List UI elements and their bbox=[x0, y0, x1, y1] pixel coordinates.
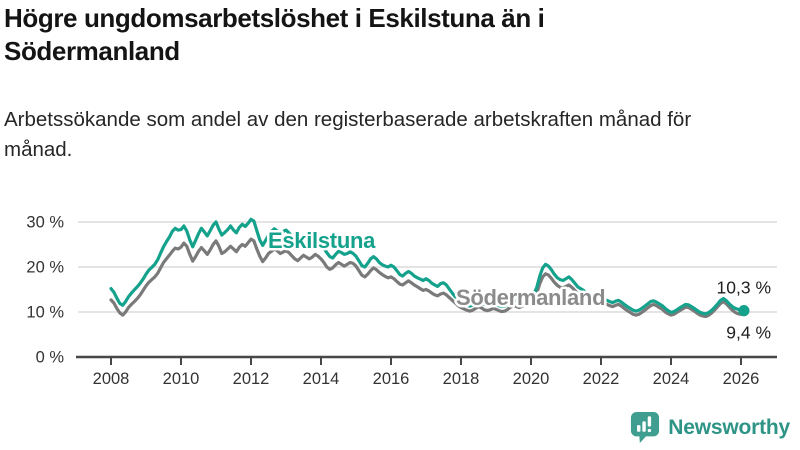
newsworthy-wordmark: Newsworthy bbox=[668, 415, 790, 439]
series-line-södermanland bbox=[109, 237, 746, 319]
x-tick-label: 2008 bbox=[93, 370, 130, 388]
end-value-label-södermanland: 9,4 % bbox=[726, 323, 771, 343]
x-tick-label: 2016 bbox=[373, 370, 410, 388]
x-tick-label: 2026 bbox=[723, 370, 760, 388]
x-tick-label: 2010 bbox=[163, 370, 200, 388]
x-tick-label: 2014 bbox=[303, 370, 340, 388]
x-tick-label: 2022 bbox=[583, 370, 620, 388]
y-tick-label: 0 % bbox=[36, 349, 65, 367]
y-tick-label: 30 % bbox=[26, 214, 64, 232]
series-end-dot bbox=[738, 305, 750, 317]
y-tick-label: 20 % bbox=[26, 259, 64, 277]
chart-subtitle: Arbetssökande som andel av den registerb… bbox=[4, 108, 692, 161]
y-tick-label: 10 % bbox=[26, 304, 64, 322]
series-label-eskilstuna: Eskilstuna bbox=[268, 228, 376, 253]
page-title: Högre ungdomsarbetslöshet i Eskilstuna ä… bbox=[4, 3, 545, 66]
end-value-label-eskilstuna: 10,3 % bbox=[717, 278, 771, 298]
x-tick-label: 2020 bbox=[513, 370, 550, 388]
bar-chart-speech-bubble-icon bbox=[631, 412, 660, 443]
x-tick-label: 2012 bbox=[233, 370, 270, 388]
x-tick-label: 2018 bbox=[443, 370, 480, 388]
series-line-eskilstuna bbox=[109, 217, 746, 316]
x-tick-label: 2024 bbox=[653, 370, 690, 388]
newsworthy-logo[interactable]: Newsworthy bbox=[630, 411, 790, 444]
series-label-södermanland: Södermanland bbox=[456, 285, 605, 310]
